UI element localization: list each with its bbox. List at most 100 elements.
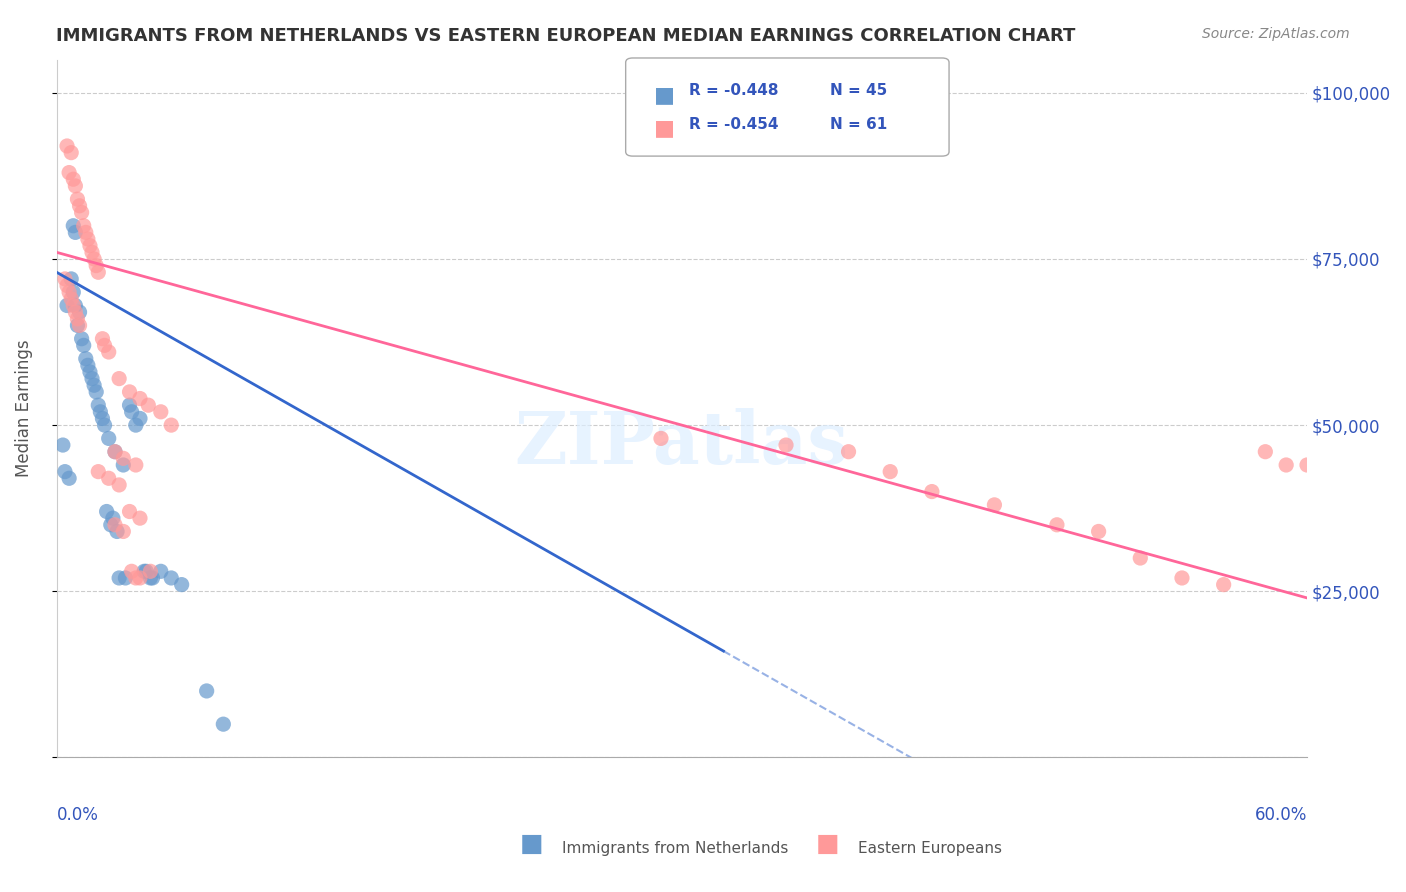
Point (62, 172, 84, 186)
Point (108, 371, 131, 385)
Point (91, 332, 114, 346)
Text: IMMIGRANTS FROM NETHERLANDS VS EASTERN EUROPEAN MEDIAN EARNINGS CORRELATION CHAR: IMMIGRANTS FROM NETHERLANDS VS EASTERN E… (56, 27, 1076, 45)
Point (129, 392, 152, 406)
Point (69, 318, 91, 333)
Point (91, 411, 114, 425)
Point (84, 259, 107, 273)
Point (89, 405, 111, 419)
Point (108, 571, 131, 585)
Point (80, 371, 103, 385)
Point (838, 444, 860, 458)
Text: Source: ZipAtlas.com: Source: ZipAtlas.com (1202, 27, 1350, 41)
Point (112, 451, 135, 466)
Text: R = -0.448: R = -0.448 (689, 83, 779, 98)
Point (1087, 524, 1109, 539)
Point (104, 444, 127, 458)
Point (139, 571, 162, 585)
Point (60, 292, 83, 306)
Point (56, 139, 79, 153)
Point (141, 571, 163, 585)
Point (53, 465, 76, 479)
Point (212, 717, 235, 731)
Point (101, 511, 124, 525)
Point (97, 345, 120, 359)
Point (66, 192, 89, 206)
Point (56, 278, 79, 293)
Text: 60.0%: 60.0% (1254, 806, 1308, 824)
Point (97, 431, 120, 445)
Point (100, 517, 122, 532)
Point (1275, 458, 1298, 472)
Point (79, 238, 101, 252)
Text: Eastern Europeans: Eastern Europeans (858, 841, 1001, 856)
Text: ■: ■ (815, 832, 839, 856)
Point (160, 418, 183, 433)
Text: R = -0.454: R = -0.454 (689, 117, 779, 132)
Point (76, 359, 98, 373)
Point (62, 298, 84, 312)
Point (170, 577, 193, 591)
Point (118, 504, 141, 518)
Point (93, 338, 115, 352)
Point (65, 226, 87, 240)
Point (650, 431, 672, 445)
Point (83, 378, 105, 392)
Point (69, 305, 91, 319)
Point (53, 272, 76, 286)
Text: N = 45: N = 45 (830, 83, 887, 98)
Point (1254, 444, 1277, 458)
Point (75, 226, 97, 240)
Point (65, 178, 87, 193)
Point (118, 398, 141, 412)
Text: ■: ■ (654, 85, 675, 104)
Point (52, 438, 75, 452)
Point (129, 571, 152, 585)
Point (134, 564, 156, 578)
Point (149, 405, 172, 419)
Point (70, 205, 93, 219)
Point (104, 444, 127, 458)
Point (160, 571, 183, 585)
Point (97, 471, 120, 485)
Point (775, 438, 797, 452)
Point (121, 405, 143, 419)
Point (65, 305, 87, 319)
Text: ■: ■ (654, 119, 675, 138)
Point (96, 504, 118, 518)
Point (58, 285, 80, 300)
Point (125, 458, 148, 472)
Point (112, 458, 135, 472)
Text: Immigrants from Netherlands: Immigrants from Netherlands (562, 841, 789, 856)
Point (60, 272, 83, 286)
Point (135, 564, 157, 578)
Point (112, 524, 135, 539)
Point (921, 484, 943, 499)
Point (79, 365, 101, 379)
Point (93, 418, 115, 433)
Point (121, 564, 143, 578)
Text: 0.0%: 0.0% (56, 806, 98, 824)
Point (1171, 571, 1194, 585)
Point (83, 252, 105, 266)
Point (66, 318, 89, 333)
Point (125, 571, 148, 585)
Point (125, 418, 148, 433)
Point (75, 351, 97, 366)
Point (149, 564, 172, 578)
Point (84, 384, 107, 399)
Point (139, 564, 162, 578)
Point (80, 245, 103, 260)
Point (108, 478, 131, 492)
Text: ■: ■ (520, 832, 544, 856)
Point (129, 511, 152, 525)
Point (879, 465, 901, 479)
Point (105, 524, 128, 539)
Point (1129, 551, 1152, 566)
Point (58, 165, 80, 179)
Point (76, 232, 98, 246)
Point (73, 338, 96, 352)
Point (62, 219, 84, 233)
Point (1212, 577, 1234, 591)
Point (983, 498, 1005, 512)
Point (56, 298, 79, 312)
